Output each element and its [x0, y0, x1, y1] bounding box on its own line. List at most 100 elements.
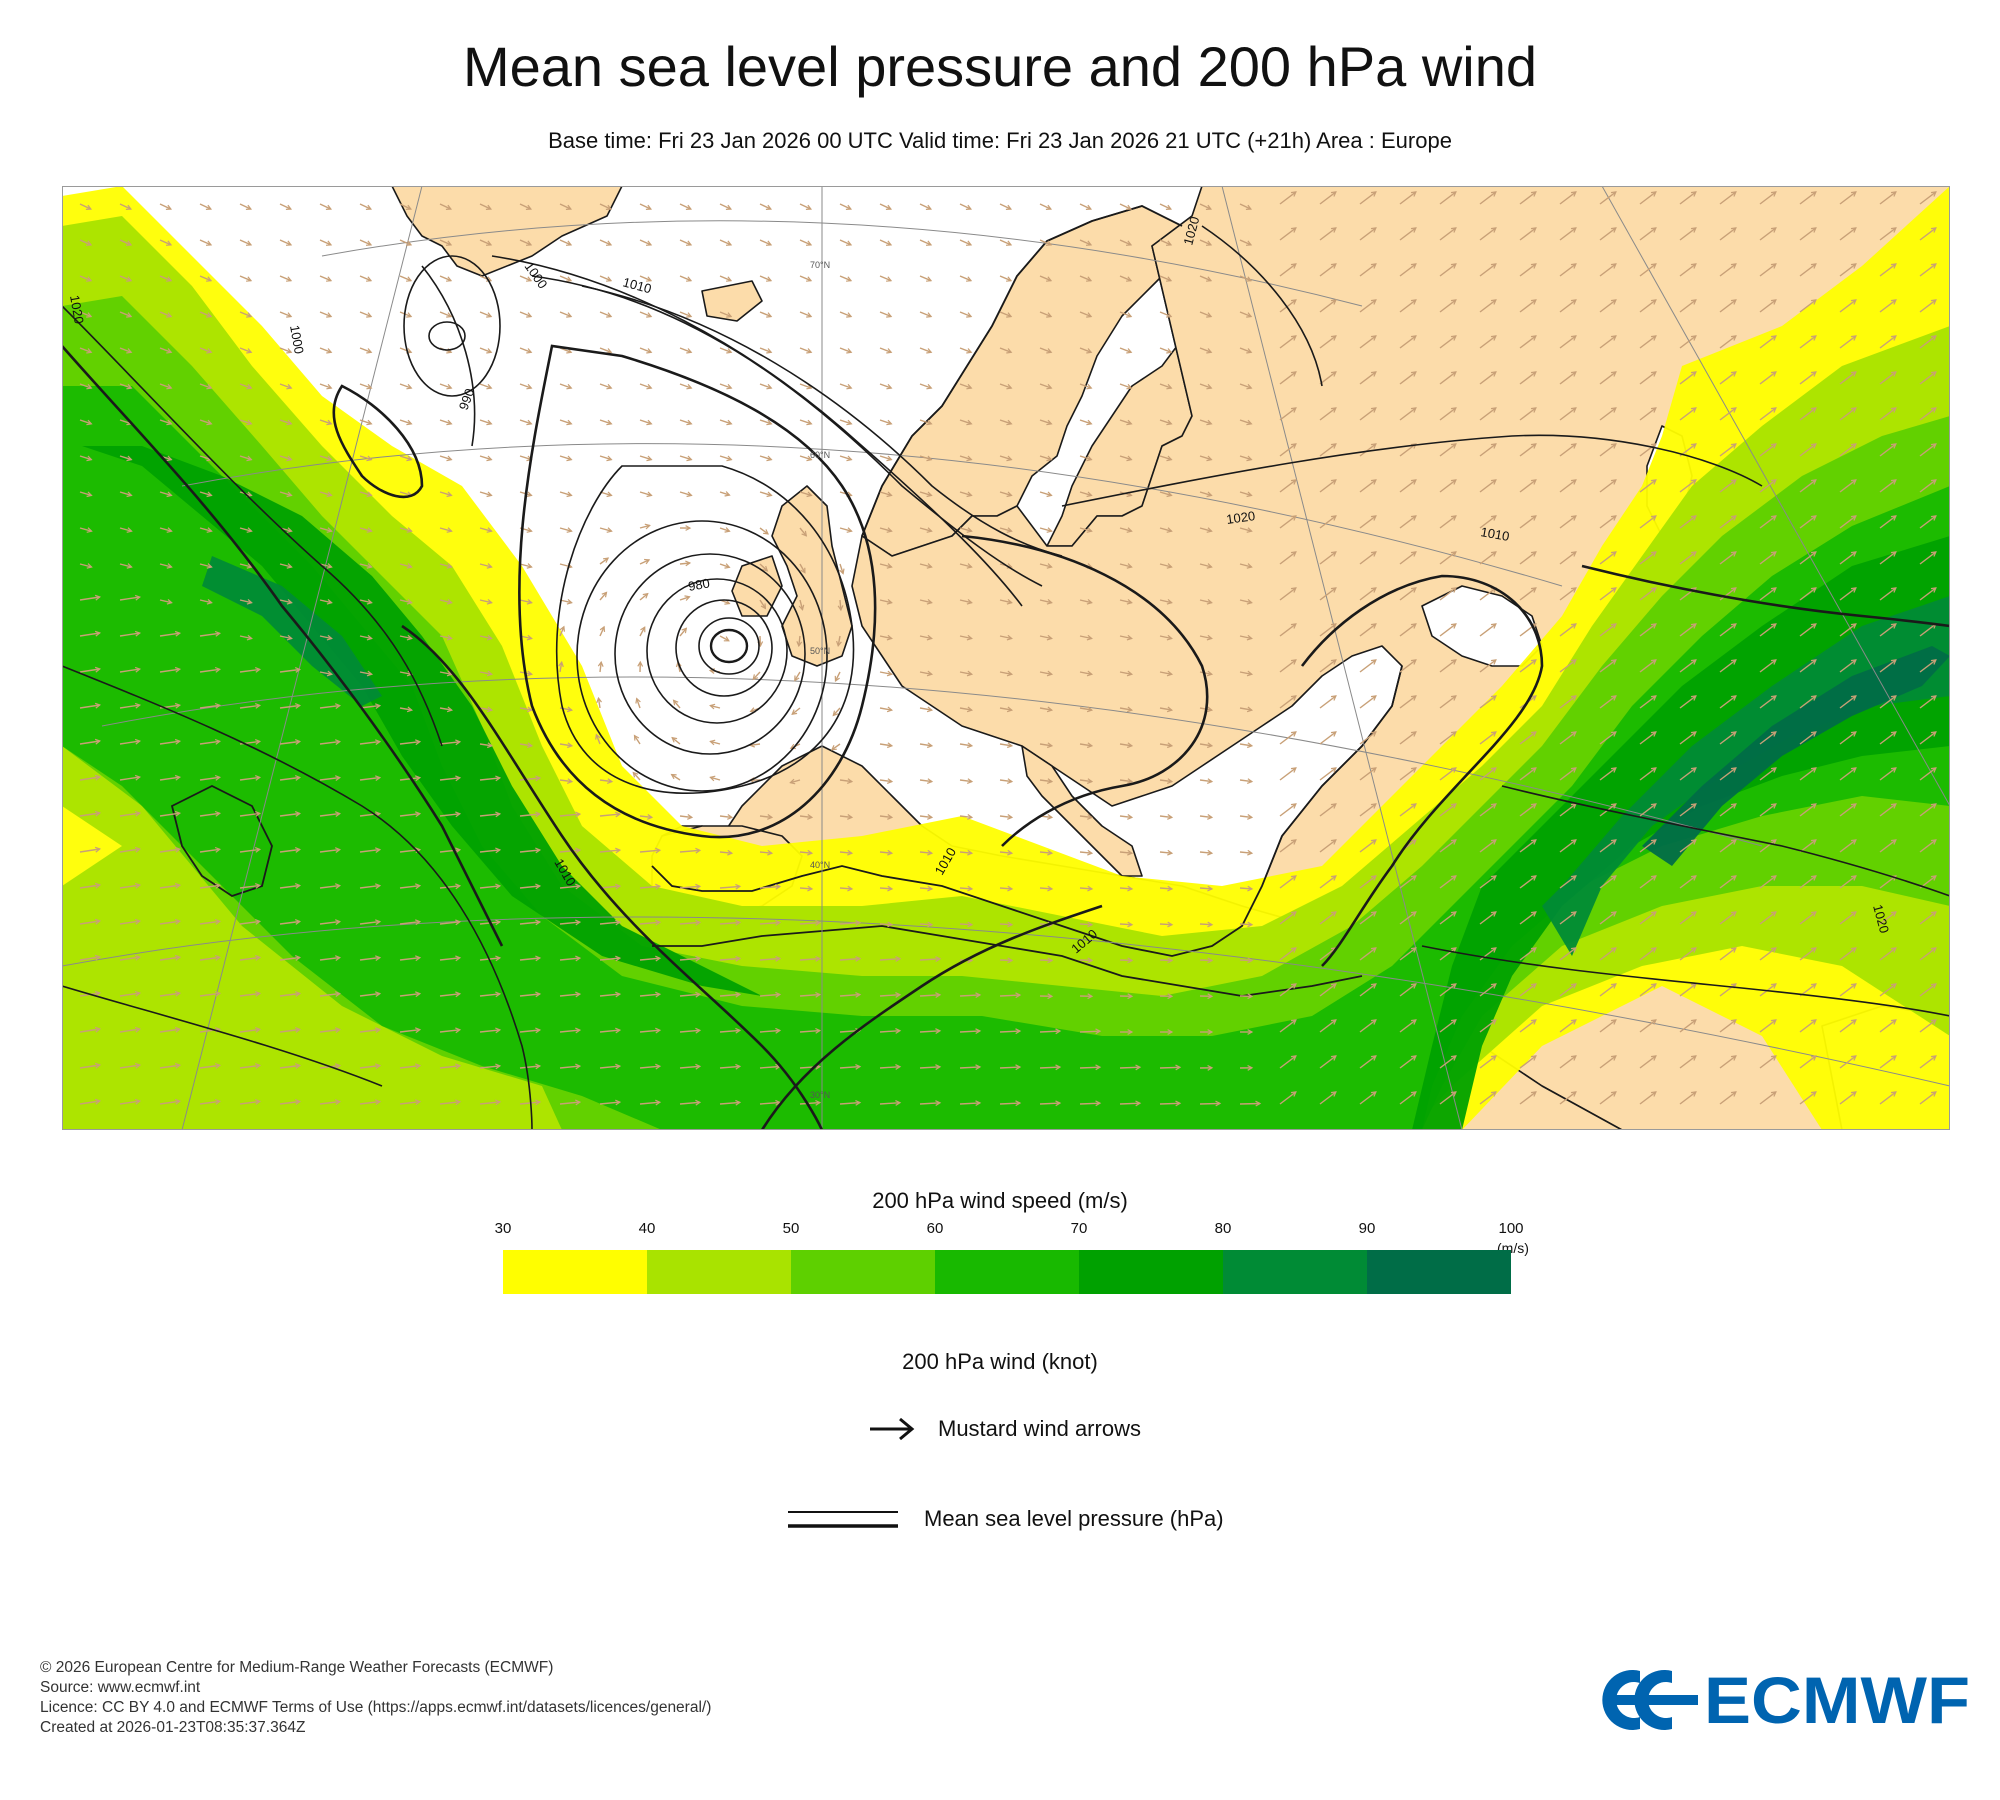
wind-arrow [1839, 983, 1857, 997]
wind-arrow-head [1450, 227, 1457, 233]
wind-arrow [839, 851, 852, 854]
wind-arrow [1359, 839, 1377, 853]
wind-arrow-head [794, 675, 800, 682]
wind-arrow-head [365, 204, 373, 210]
wind-arrow-head [1126, 348, 1133, 354]
wind-arrow [719, 455, 732, 461]
wind-arrow [159, 203, 172, 210]
wind-arrow-head [1650, 515, 1657, 521]
wind-arrow [1279, 299, 1297, 313]
wind-arrow [999, 815, 1012, 819]
wind-arrow-head [655, 883, 662, 890]
wind-arrow-head [1126, 312, 1133, 318]
wind-arrow-head [374, 1027, 382, 1033]
wind-arrow-head [1810, 335, 1817, 341]
wind-arrow-head [1810, 947, 1817, 953]
wind-arrow-head [1570, 911, 1577, 917]
wind-arrow [159, 563, 172, 568]
wind-arrow [1039, 1066, 1061, 1069]
wind-arrow-head [926, 419, 933, 426]
wind-arrow-head [1330, 551, 1337, 557]
wind-arrow [1439, 695, 1457, 709]
wind-arrow [239, 239, 252, 246]
wind-arrow-head [1770, 551, 1777, 557]
wind-arrow-head [1610, 659, 1617, 665]
wind-arrow [1599, 1019, 1617, 1033]
wind-arrow-head [1166, 383, 1173, 390]
wind-arrow-head [1246, 527, 1253, 533]
wind-arrow-head [294, 811, 302, 817]
wind-arrow [599, 813, 620, 817]
wind-arrow-head [94, 774, 102, 781]
wind-arrow [1519, 1055, 1537, 1069]
wind-arrow-head [1570, 479, 1577, 485]
wind-arrow-head [935, 992, 942, 999]
wind-arrow-head [640, 626, 646, 633]
wind-arrow [1599, 587, 1617, 601]
latitude-label: 70°N [810, 260, 830, 270]
wind-arrow [1559, 911, 1577, 925]
wind-arrow [839, 239, 852, 246]
wind-arrow [119, 419, 132, 425]
wind-arrow-head [134, 918, 142, 925]
wind-arrow [1479, 1019, 1497, 1033]
wind-arrow [399, 203, 412, 210]
wind-arrow-head [1530, 875, 1537, 881]
wind-arrow-head [1610, 443, 1617, 449]
wind-arrow [279, 884, 300, 889]
wind-arrow-head [214, 630, 222, 637]
wind-arrow [1839, 551, 1857, 565]
wind-arrow [1279, 587, 1297, 601]
wind-arrow-head [1006, 491, 1013, 498]
wind-arrow [1719, 659, 1737, 673]
wind-arrow [1239, 923, 1253, 926]
wind-arrow-head [834, 675, 840, 683]
wind-arrow-head [486, 383, 493, 390]
colorbar-segment [503, 1250, 647, 1294]
wind-arrow-head [1246, 491, 1253, 498]
wind-arrow-head [681, 627, 688, 634]
wind-arrow [1239, 779, 1252, 783]
wind-arrow-head [735, 1027, 742, 1034]
wind-arrow [1719, 587, 1737, 601]
wind-arrow-head [807, 814, 814, 820]
wind-arrow-head [655, 847, 662, 854]
wind-arrow-head [1246, 634, 1253, 641]
wind-arrow [1239, 311, 1252, 318]
wind-arrow-head [1730, 551, 1737, 557]
wind-arrow [399, 527, 412, 532]
wind-arrow-head [85, 240, 93, 246]
wind-arrow-head [125, 204, 133, 210]
wind-arrow [959, 527, 972, 532]
wind-arrow-head [672, 699, 679, 706]
wind-arrow-head [1490, 1055, 1497, 1061]
wind-arrow [1759, 299, 1777, 313]
wind-arrow-head [1290, 587, 1297, 593]
wind-arrow-head [1890, 587, 1897, 593]
wind-arrow [1439, 479, 1457, 493]
wind-arrow [1399, 227, 1417, 241]
wind-arrow [1319, 371, 1337, 385]
wind-arrow-head [1450, 551, 1457, 557]
wind-arrow-head [855, 992, 862, 998]
wind-arrow-head [1810, 839, 1817, 845]
wind-arrow [1919, 695, 1937, 709]
wind-arrow [599, 527, 612, 532]
wind-arrow-head [766, 383, 773, 390]
wind-arrow-head [126, 455, 133, 462]
wind-arrow-head [1206, 563, 1213, 569]
wind-arrow-head [1530, 227, 1537, 233]
wind-arrow-head [334, 883, 342, 889]
wind-arrow [1119, 203, 1132, 210]
wind-arrow-head [575, 1027, 582, 1034]
wind-arrow [1399, 875, 1417, 889]
wind-arrow [1839, 659, 1857, 673]
colorbar-tick: 90 [1358, 1220, 1376, 1237]
wind-arrow-head [895, 992, 902, 998]
wind-arrow-head [1290, 839, 1297, 845]
wind-arrow-head [1370, 551, 1377, 557]
wind-arrow [1479, 947, 1497, 961]
wind-arrow [1439, 191, 1457, 205]
wind-arrow [999, 311, 1012, 318]
wind-arrow-head [1007, 849, 1014, 856]
